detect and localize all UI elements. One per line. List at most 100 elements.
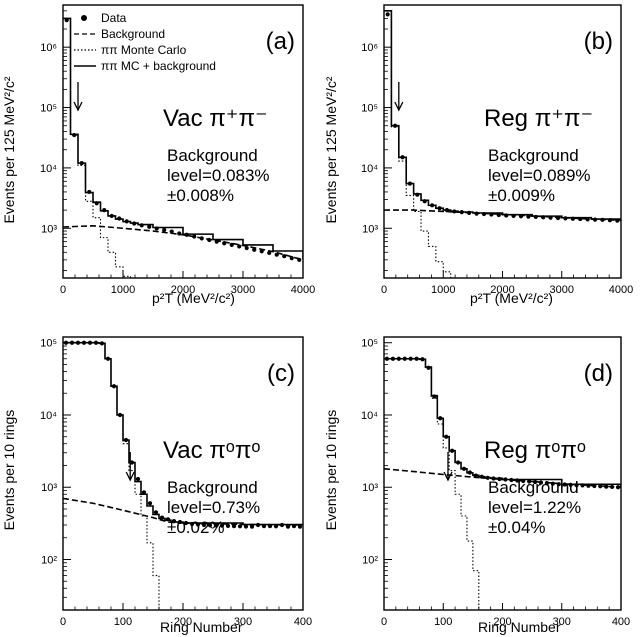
- y-tick-label: 10⁵: [361, 103, 378, 115]
- x-tick-label: 4000: [291, 284, 315, 296]
- x-tick-label: 200: [493, 616, 511, 628]
- y-axis-label: Events per 10 rings: [1, 410, 17, 531]
- y-tick-label: 10⁶: [361, 42, 378, 54]
- series-line: [63, 497, 303, 526]
- y-tick-label: 10⁵: [40, 103, 57, 115]
- y-tick-label: 10⁴: [361, 410, 378, 422]
- legend: Data Background ππ Monte Carlo ππ MC + back…: [74, 11, 216, 73]
- arrow-head: [125, 471, 135, 482]
- series-group: [384, 10, 621, 278]
- panel-c: 0 100 200 300 400 10² 10³ 10⁴ 10⁵ Ring Number Even…: [1, 336, 312, 635]
- legend-label: Background: [101, 27, 165, 41]
- x-tick-label: 300: [234, 616, 252, 628]
- x-tick-label: 4000: [609, 284, 633, 296]
- arrow-head: [443, 471, 453, 482]
- x-tick-label: 2000: [490, 284, 514, 296]
- legend-label: ππ MC + background: [101, 59, 216, 73]
- x-tick-label: 3000: [550, 284, 574, 296]
- y-tick-label: 10³: [41, 223, 57, 235]
- data-point: [162, 227, 167, 232]
- background-title: Background: [488, 146, 579, 165]
- x-tick-label: 400: [612, 616, 630, 628]
- y-axis-label: Events per 125 MeV²/c²: [1, 76, 17, 223]
- background-title: Background: [167, 478, 258, 497]
- background-level: level=0.73%: [167, 498, 260, 517]
- background-error: ±0.02%: [167, 518, 225, 537]
- series-line: [384, 358, 485, 610]
- y-tick-label: 10³: [362, 223, 378, 235]
- panel-label: (b): [584, 28, 613, 55]
- panel-label: (d): [584, 360, 613, 387]
- legend-marker: [81, 15, 87, 21]
- y-tick-label: 10³: [362, 482, 378, 494]
- series-line: [384, 10, 459, 278]
- arrow-head: [73, 101, 83, 112]
- x-axis-label: p²T (MeV²/c²): [470, 290, 553, 306]
- x-axis-label: Ring Number: [478, 619, 561, 635]
- series-group: [63, 340, 303, 610]
- data-point: [550, 481, 555, 486]
- series-line: [384, 10, 621, 221]
- y-tick-label: 10⁵: [40, 338, 57, 350]
- y-tick-label: 10⁶: [40, 42, 57, 54]
- background-title: Background: [488, 478, 579, 497]
- x-tick-label: 3000: [231, 284, 255, 296]
- background-error: ±0.008%: [167, 186, 234, 205]
- data-point: [532, 479, 538, 485]
- data-point: [147, 501, 153, 506]
- y-tick-label: 10²: [362, 554, 378, 566]
- x-tick-label: 100: [114, 616, 132, 628]
- x-tick-label: 300: [553, 616, 571, 628]
- x-tick-label: 2000: [171, 284, 195, 296]
- data-point: [244, 245, 249, 251]
- background-title: Background: [167, 146, 258, 165]
- series-line: [63, 17, 138, 278]
- data-point: [243, 524, 249, 529]
- background-error: ±0.009%: [488, 186, 555, 205]
- data-point: [135, 476, 141, 482]
- background-level: level=1.22%: [488, 498, 581, 517]
- y-tick-label: 10⁴: [361, 163, 378, 175]
- panel-label: (c): [267, 360, 295, 387]
- x-tick-label: 0: [381, 284, 387, 296]
- y-axis-label: Events per 10 rings: [323, 410, 339, 531]
- panel-label: (a): [266, 28, 295, 55]
- series-group: [384, 356, 621, 610]
- background-level: level=0.083%: [167, 166, 270, 185]
- y-tick-label: 10⁵: [361, 338, 378, 350]
- y-tick-label: 10⁴: [40, 163, 57, 175]
- y-tick-label: 10⁴: [40, 410, 57, 422]
- process-label: Reg πᵒπᵒ: [484, 437, 586, 464]
- legend-label: ππ Monte Carlo: [101, 43, 187, 57]
- panel-d: 0 100 200 300 400 10² 10³ 10⁴ 10⁵ Ring Number Even…: [323, 336, 630, 635]
- arrow-head: [394, 101, 404, 112]
- panel-b: 0 1000 2000 3000 4000 10³ 10⁴ 10⁵ 10⁶ p²T (MeV²/c…: [323, 4, 633, 306]
- data-point: [169, 229, 174, 234]
- series-group: [63, 17, 303, 278]
- series-line: [384, 357, 621, 488]
- x-tick-label: 200: [174, 616, 192, 628]
- data-point: [267, 250, 272, 256]
- data-point: [147, 224, 152, 229]
- background-level: level=0.089%: [488, 166, 591, 185]
- y-tick-label: 10³: [41, 482, 57, 494]
- process-label: Vac πᵒπᵒ: [163, 437, 260, 464]
- data-point: [237, 244, 242, 249]
- series-line: [63, 17, 303, 259]
- legend-label: Data: [101, 11, 127, 25]
- x-tick-label: 0: [381, 616, 387, 628]
- x-tick-label: 100: [434, 616, 452, 628]
- series-line: [63, 342, 165, 610]
- x-axis-label: Ring Number: [160, 619, 243, 635]
- data-point: [153, 510, 159, 515]
- data-point: [249, 524, 255, 529]
- background-error: ±0.04%: [488, 518, 546, 537]
- y-tick-label: 10²: [41, 554, 57, 566]
- x-tick-label: 1000: [431, 284, 455, 296]
- data-point: [385, 12, 390, 17]
- x-axis-label: p²T (MeV²/c²): [152, 290, 235, 306]
- x-tick-label: 1000: [111, 284, 135, 296]
- x-tick-label: 0: [60, 616, 66, 628]
- y-axis-label: Events per 125 MeV²/c²: [323, 76, 339, 223]
